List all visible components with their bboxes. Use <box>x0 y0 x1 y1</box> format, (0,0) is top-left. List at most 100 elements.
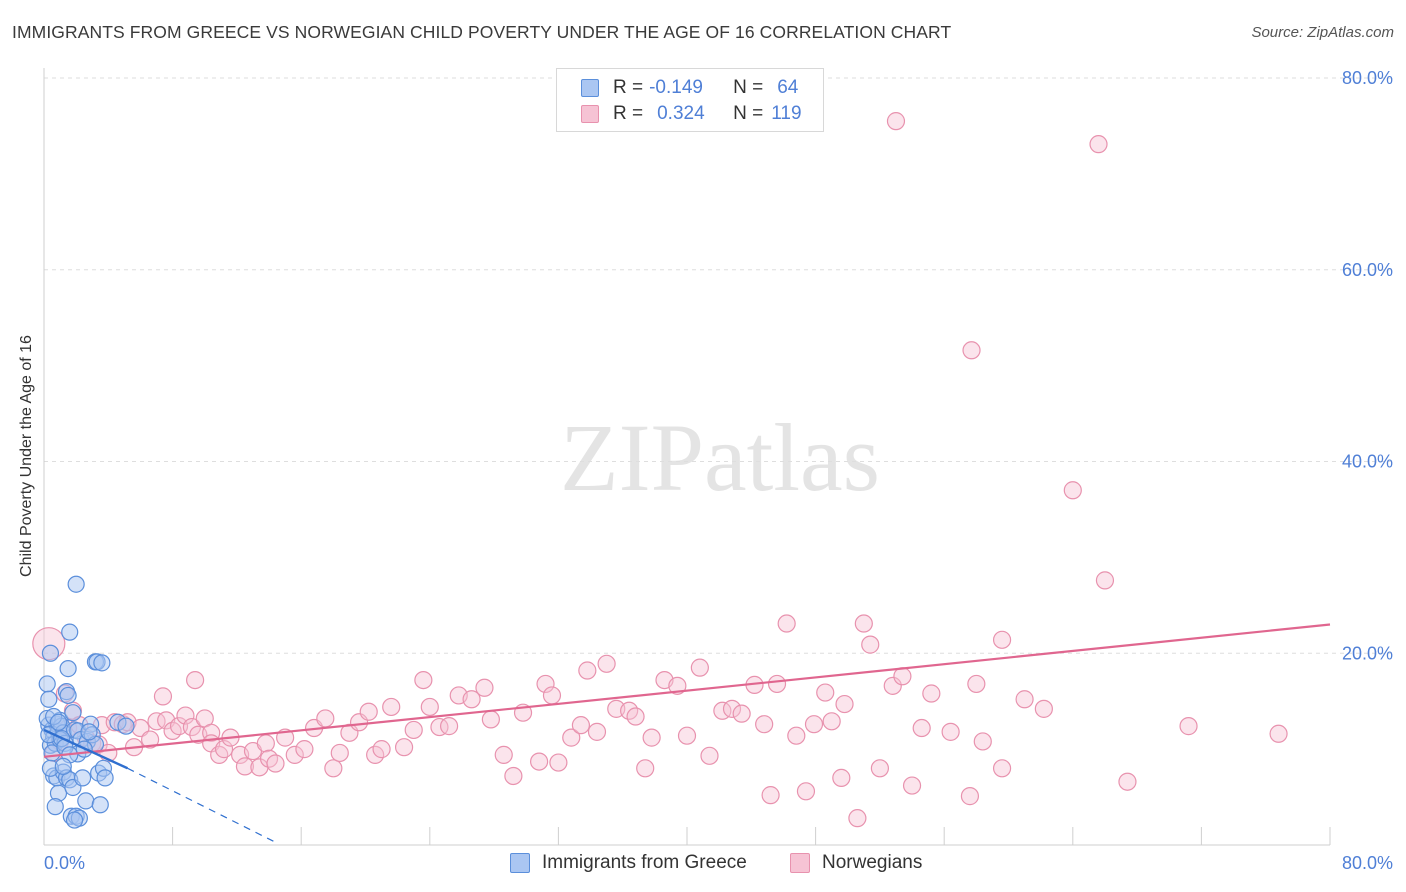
norwegians-point <box>481 710 500 729</box>
norwegians-point <box>962 341 981 360</box>
greece-point <box>117 717 135 735</box>
norwegians-point <box>755 715 774 734</box>
norwegians-point <box>420 697 439 717</box>
norwegians-point <box>832 768 851 787</box>
legend-n-value: 64 <box>777 77 799 98</box>
norwegians-trend-line <box>43 623 1331 758</box>
norwegians-point <box>854 614 873 633</box>
legend-item-greece[interactable]: Immigrants from Greece <box>510 852 747 874</box>
greece-legend-swatch <box>510 853 530 873</box>
norwegians-point <box>266 754 285 773</box>
norwegians-point <box>324 759 343 778</box>
legend-row-greece: R = -0.149 N = 64 <box>581 76 798 100</box>
legend-n-label: N = <box>733 103 764 124</box>
norwegians-point <box>439 717 459 736</box>
norwegians-point <box>816 683 835 702</box>
norwegians-point <box>992 630 1012 649</box>
greece-point <box>59 659 77 678</box>
norwegians-point <box>822 712 841 731</box>
watermark: ZIPatlas <box>560 404 880 511</box>
greece-point <box>38 675 56 693</box>
norwegians-point <box>1034 699 1053 718</box>
norwegians-point <box>870 759 890 778</box>
x-tick-label-max: 80.0% <box>1342 853 1393 873</box>
chart-title: IMMIGRANTS FROM GREECE VS NORWEGIAN CHIL… <box>12 22 952 42</box>
norwegians-point <box>767 674 787 694</box>
legend-r-label: R = <box>613 77 644 98</box>
norwegians-point <box>848 809 867 828</box>
greece-trend-line <box>43 728 129 770</box>
norwegians-point <box>804 715 824 734</box>
norwegians-point <box>732 704 751 723</box>
norwegians-point <box>992 759 1012 778</box>
norwegians-point <box>861 635 880 654</box>
norwegians-point <box>504 766 523 786</box>
x-tick-label-min: 0.0% <box>44 853 85 873</box>
norwegians-point <box>1015 690 1034 709</box>
norwegians-point <box>787 726 806 745</box>
series-legend: Immigrants from Greece Norwegians <box>0 852 1406 876</box>
norwegians-swatch <box>581 105 599 123</box>
norwegians-point <box>147 712 166 731</box>
greece-points <box>38 575 135 829</box>
norwegians-point <box>494 745 513 764</box>
norwegians-point <box>210 745 229 764</box>
norwegians-point <box>330 743 349 763</box>
norwegians-point <box>462 690 481 709</box>
norwegians-point <box>967 674 986 694</box>
norwegians-point <box>700 746 719 765</box>
legend-item-norwegians[interactable]: Norwegians <box>790 852 922 874</box>
norwegians-point <box>404 720 423 740</box>
legend-n-label: N = <box>733 77 764 98</box>
legend-n-value: 119 <box>771 103 802 124</box>
greece-legend-label: Immigrants from Greece <box>542 852 747 873</box>
norwegians-point <box>677 726 697 745</box>
tick-labels: 20.0% 40.0% 60.0% 80.0% 0.0% 80.0% <box>44 68 1393 873</box>
norwegians-point <box>597 654 616 673</box>
greece-point <box>49 713 68 731</box>
norwegians-point <box>536 674 555 694</box>
norwegians-point <box>359 702 378 721</box>
norwegians-point <box>883 676 902 695</box>
legend-row-norwegians: R = 0.324 N = 119 <box>581 102 802 126</box>
greece-trend-extension <box>127 767 278 844</box>
norwegians-point <box>295 740 314 759</box>
greece-point <box>61 623 79 641</box>
norwegians-point <box>886 112 906 131</box>
norwegians-point <box>382 697 401 717</box>
greece-point <box>93 654 111 672</box>
norwegians-point <box>1269 724 1288 743</box>
greece-point <box>80 723 98 741</box>
norwegians-point <box>316 709 335 728</box>
norwegians-point <box>430 717 449 737</box>
norwegians-legend-swatch <box>790 853 810 873</box>
norwegians-point <box>1095 571 1115 590</box>
norwegians-point <box>912 718 931 738</box>
norwegians-point <box>893 667 912 686</box>
norwegians-point <box>414 670 433 690</box>
norwegians-point <box>690 658 709 677</box>
greece-point <box>64 704 82 722</box>
norwegians-point <box>372 740 391 759</box>
greece-point <box>41 644 60 662</box>
norwegians-point <box>285 745 304 764</box>
norwegians-point <box>475 678 494 697</box>
greece-swatch <box>581 79 599 97</box>
greece-point <box>40 690 58 708</box>
norwegians-point <box>578 661 597 680</box>
norwegians-point <box>542 686 562 705</box>
greece-point <box>46 798 64 816</box>
greece-point <box>96 769 114 787</box>
greece-point <box>67 575 85 593</box>
y-tick-label: 40.0% <box>1342 452 1393 472</box>
norwegians-point <box>562 728 581 747</box>
norwegians-point <box>1179 717 1198 736</box>
greece-point <box>65 811 84 829</box>
norwegians-point <box>1118 772 1137 791</box>
norwegians-point <box>153 687 173 706</box>
grid-lines <box>44 77 1394 654</box>
norwegians-point <box>202 723 221 742</box>
norwegians-point <box>761 786 780 805</box>
norwegians-point <box>722 699 742 718</box>
